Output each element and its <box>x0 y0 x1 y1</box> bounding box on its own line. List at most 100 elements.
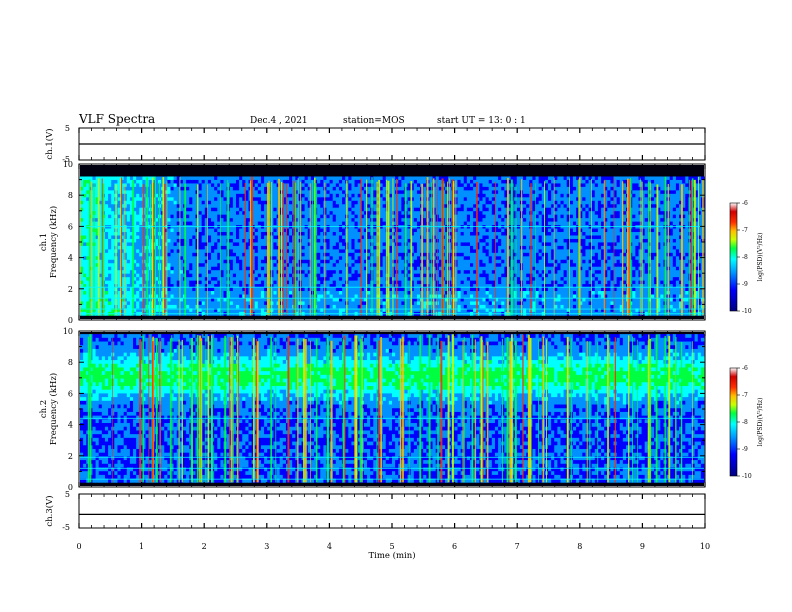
spectrogram-cell <box>407 297 412 302</box>
spectrogram-cell <box>379 179 384 184</box>
spectrogram-cell <box>457 277 462 282</box>
spectrogram-cell <box>438 207 443 212</box>
spectrogram-cell <box>126 277 131 282</box>
spectrogram-cell <box>217 270 221 275</box>
spectrogram-cell <box>189 245 193 250</box>
spectrogram-cell <box>457 183 462 188</box>
spectrogram-cell <box>186 232 190 236</box>
spectrogram-cell <box>382 225 387 229</box>
spectrogram-cell <box>260 304 265 309</box>
spectrogram-cell <box>129 183 134 188</box>
spectrogram-cell <box>198 207 203 212</box>
spectrogram-cell <box>326 297 330 302</box>
spectrogram-cell <box>376 238 380 243</box>
spectrogram-cell <box>457 228 462 233</box>
spectrogram-cell <box>320 304 324 309</box>
spectrogram-cell <box>438 193 443 198</box>
spectrogram-cell <box>245 273 249 278</box>
spectrogram-cell <box>167 242 171 247</box>
spectrogram-cell <box>304 242 309 247</box>
spectrogram-cell <box>264 218 268 222</box>
spectrogram-cell <box>392 179 396 184</box>
spectrogram-cell <box>136 245 140 250</box>
spectrogram-cell <box>98 228 103 233</box>
spectrogram-cell <box>401 308 405 313</box>
spectrogram-cell <box>117 301 121 306</box>
spectrogram-cell <box>86 256 90 261</box>
spectrogram-cell <box>179 214 184 219</box>
spectrogram-cell <box>104 186 109 191</box>
spectrogram-cell <box>413 197 418 202</box>
spectrogram-cell <box>392 280 396 285</box>
spectrogram-cell <box>80 190 84 195</box>
spectrogram-cell <box>329 284 334 288</box>
spectrogram-cell <box>326 190 330 195</box>
spectrogram-cell <box>388 252 393 257</box>
spectrogram-cell <box>392 232 396 236</box>
spectrogram-cell <box>217 287 221 292</box>
spectrogram-cell <box>83 179 87 184</box>
spectrogram-cell <box>326 245 330 250</box>
spectrogram-cell <box>410 218 415 222</box>
spectrogram-cell <box>229 232 234 236</box>
spectrogram-cell <box>198 297 203 302</box>
spectrogram-cell <box>429 266 433 271</box>
spectrogram-cell <box>326 256 330 261</box>
spectrogram-cell <box>273 235 277 240</box>
spectrogram-cell <box>123 200 128 205</box>
spectrogram-cell <box>448 252 452 257</box>
spectrogram-cell <box>351 211 355 216</box>
spectrogram-cell <box>129 280 134 285</box>
spectrogram-cell <box>108 228 112 233</box>
spectrogram-cell <box>86 249 90 254</box>
spectrogram-cell <box>207 197 212 202</box>
spectrogram-cell <box>317 270 321 275</box>
spectrogram-cell <box>108 304 112 309</box>
spectrogram-cell <box>360 176 365 181</box>
spectrogram-cell <box>448 211 452 216</box>
spectrogram-cell <box>354 249 359 254</box>
spectrogram-cell <box>251 207 256 212</box>
spectrogram-cell <box>179 308 184 313</box>
spectrogram-cell <box>173 211 178 216</box>
spectrogram-cell <box>332 207 337 212</box>
spectrogram-cell <box>445 304 449 309</box>
spectrogram-cell <box>360 245 365 250</box>
spectrogram-cell <box>223 232 228 236</box>
spectrogram-cell <box>154 273 159 278</box>
spectrogram-cell <box>351 256 355 261</box>
spectrogram-cell <box>382 204 387 209</box>
ch1-ytick-bottom: -5 <box>62 155 70 164</box>
spectrogram-cell <box>120 256 125 261</box>
spectrogram-cell <box>123 186 128 191</box>
spectrogram-cell <box>86 287 90 292</box>
spectrogram-cell <box>298 190 302 195</box>
spectrogram-cell <box>335 266 340 271</box>
spectrogram-cell <box>108 263 112 268</box>
spectrogram-cell <box>198 190 203 195</box>
spectrogram-cell <box>214 190 218 195</box>
spectrogram-cell <box>104 232 109 236</box>
spectrogram-cell <box>136 256 140 261</box>
spectrogram-cell <box>401 214 405 219</box>
spectrogram-cell <box>357 252 362 257</box>
spectrogram-cell <box>120 228 125 233</box>
spectrogram-cell <box>423 284 427 288</box>
spectrogram-cell <box>335 225 340 229</box>
spectrogram-cell <box>120 207 125 212</box>
spectrogram-cell <box>242 277 246 282</box>
spectrogram-cell <box>398 301 402 306</box>
spectrogram-cell <box>423 308 427 313</box>
spectrogram-cell <box>179 245 184 250</box>
spectrogram-cell <box>401 179 405 184</box>
spectrogram-cell <box>351 277 355 282</box>
spectrogram-cell <box>360 204 365 209</box>
spectrogram-cell <box>245 304 249 309</box>
spectrogram-cell <box>348 304 352 309</box>
spectrogram-cell <box>373 193 377 198</box>
spectrogram-cell <box>317 297 321 302</box>
spectrogram-cell <box>236 228 240 233</box>
spectrogram-cell <box>242 308 246 313</box>
spectrogram-cell <box>416 183 421 188</box>
spectrogram-cell <box>129 204 134 209</box>
